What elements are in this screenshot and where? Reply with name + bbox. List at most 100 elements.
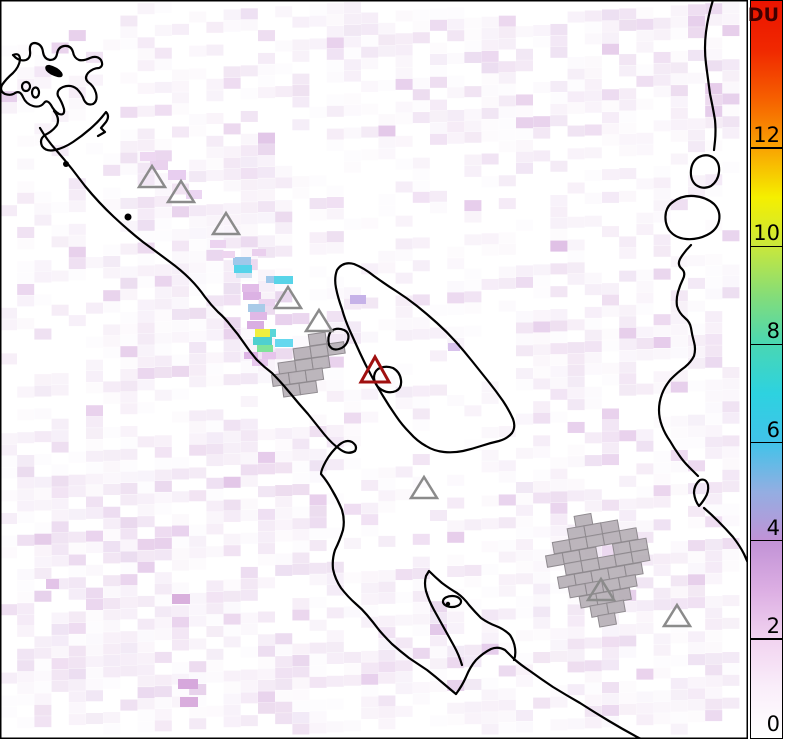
- so2-noise-cell: [258, 702, 275, 714]
- so2-noise-cell: [498, 175, 516, 187]
- so2-noise-cell: [378, 34, 396, 46]
- so2-noise-cell: [326, 561, 344, 573]
- so2-noise-cell: [326, 310, 344, 322]
- so2-noise-cell: [498, 27, 516, 39]
- so2-noise-cell: [361, 58, 379, 70]
- so2-noise-cell: [602, 625, 619, 637]
- so2-noise-cell: [722, 287, 740, 299]
- so2-noise-cell: [172, 206, 189, 218]
- so2-noise-cell: [602, 659, 619, 671]
- so2-noise-cell: [378, 34, 396, 46]
- so2-noise-cell: [34, 533, 52, 545]
- so2-noise-cell: [688, 483, 705, 495]
- so2-noise-cell: [223, 282, 241, 294]
- so2-noise-cell: [464, 405, 482, 417]
- so2-noise-cell: [154, 549, 172, 561]
- so2-noise-cell: [120, 311, 138, 323]
- volcano-marker: [272, 284, 304, 310]
- so2-noise-cell: [688, 277, 705, 289]
- so2-noise-cell: [378, 615, 396, 627]
- so2-noise-cell: [34, 476, 52, 488]
- so2-noise-cell: [722, 287, 740, 299]
- so2-noise-cell: [309, 494, 327, 506]
- so2-noise-cell: [361, 149, 379, 161]
- so2-noise-cell: [137, 310, 155, 322]
- so2-noise-cell: [378, 695, 396, 707]
- so2-noise-cell: [464, 325, 482, 337]
- so2-noise-cell: [584, 272, 602, 284]
- so2-noise-cell: [361, 707, 379, 719]
- so2-noise-cell: [516, 219, 533, 231]
- so2-noise-cell: [223, 419, 241, 431]
- so2-noise-cell: [516, 710, 533, 722]
- so2-noise-cell: [120, 585, 138, 597]
- so2-noise-cell: [172, 559, 189, 571]
- so2-noise-cell: [120, 642, 138, 654]
- so2-noise-cell: [292, 666, 310, 678]
- so2-noise-cell: [240, 8, 258, 20]
- so2-noise-cell: [412, 32, 430, 44]
- so2-noise-cell: [550, 103, 568, 115]
- so2-noise-cell: [154, 81, 172, 93]
- so2-noise-cell: [464, 86, 482, 98]
- so2-noise-cell: [602, 636, 619, 648]
- so2-noise-cell: [120, 528, 138, 540]
- so2-noise-cell: [154, 435, 172, 447]
- so2-noise-cell: [154, 366, 172, 378]
- so2-noise-cell: [516, 276, 533, 288]
- so2-noise-cell: [86, 610, 103, 622]
- so2-noise-cell: [206, 443, 224, 455]
- so2-noise-cell: [464, 713, 482, 725]
- so2-noise-cell: [68, 189, 86, 201]
- so2-noise-cell: [619, 236, 637, 248]
- so2-noise-cell: [51, 145, 69, 157]
- so2-noise-cell: [258, 189, 275, 201]
- so2-noise-cell: [154, 195, 172, 207]
- so2-noise-cell: [533, 583, 551, 595]
- so2-noise-cell: [223, 157, 241, 169]
- so2-noise-cell: [34, 716, 52, 728]
- so2-noise-cell: [602, 9, 619, 21]
- so2-noise-cell: [17, 272, 35, 284]
- so2-noise-cell: [172, 80, 189, 92]
- so2-noise-cell: [378, 570, 396, 582]
- so2-noise-cell: [412, 419, 430, 431]
- so2-noise-cell: [154, 332, 172, 344]
- so2-noise-cell: [688, 562, 705, 574]
- so2-noise-cell: [378, 136, 396, 148]
- so2-noise-cell: [670, 50, 688, 62]
- so2-noise-cell: [481, 700, 499, 712]
- so2-noise-cell: [550, 650, 568, 662]
- so2-noise-cell: [68, 622, 86, 634]
- so2-noise-cell: [636, 64, 654, 76]
- so2-noise-cell: [206, 21, 224, 33]
- so2-plume-cell: [259, 299, 275, 306]
- so2-noise-cell: [361, 685, 379, 697]
- so2-noise-cell: [344, 36, 361, 48]
- so2-noise-cell: [206, 147, 224, 159]
- so2-noise-cell: [120, 346, 138, 358]
- so2-noise-cell: [68, 98, 86, 110]
- so2-noise-cell: [722, 469, 740, 481]
- so2-noise-cell: [154, 697, 172, 709]
- so2-noise-cell: [120, 368, 138, 380]
- so2-noise-cell: [240, 395, 258, 407]
- so2-noise-cell: [516, 504, 533, 516]
- so2-noise-cell: [636, 497, 654, 509]
- so2-noise-cell: [361, 593, 379, 605]
- so2-noise-cell: [309, 676, 327, 688]
- so2-noise-cell: [51, 669, 69, 681]
- so2-noise-cell: [653, 713, 671, 725]
- so2-noise-cell: [223, 613, 241, 625]
- so2-noise-cell: [240, 8, 258, 20]
- volcano-marker: [210, 210, 242, 236]
- so2-noise-cell: [189, 285, 207, 297]
- so2-noise-cell: [17, 477, 35, 489]
- so2-noise-cell: [309, 562, 327, 574]
- so2-noise-cell: [498, 198, 516, 210]
- so2-noise-cell: [636, 338, 654, 350]
- so2-noise-cell: [722, 70, 740, 82]
- so2-noise-cell: [705, 539, 723, 551]
- so2-noise-cell: [34, 670, 52, 682]
- so2-noise-cell: [86, 428, 103, 440]
